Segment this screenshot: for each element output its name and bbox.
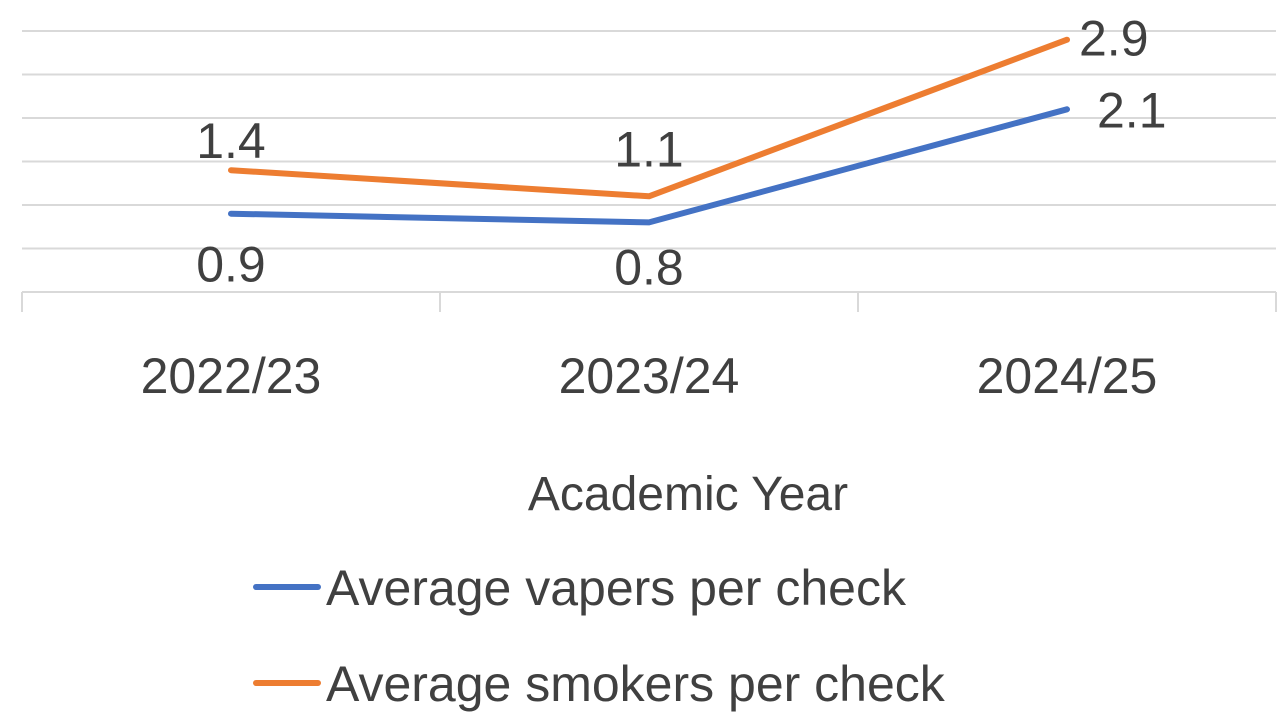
data-label: 0.9 (196, 237, 266, 293)
legend: Average vapers per check Average smokers … (253, 560, 946, 712)
legend-label: Average smokers per check (326, 656, 946, 712)
data-label: 1.4 (196, 113, 266, 169)
x-axis-title: Academic Year (528, 468, 848, 521)
data-label: 2.1 (1097, 82, 1167, 138)
x-ticks: 2022/23 2023/24 2024/25 (21, 292, 1277, 404)
gridlines (22, 30, 1276, 250)
series-line-vapers (228, 106, 1070, 226)
data-label: 1.1 (614, 121, 684, 177)
data-label: 0.8 (614, 239, 684, 295)
data-label: 2.9 (1079, 11, 1149, 67)
x-tick-label: 2024/25 (977, 348, 1158, 404)
series-lines (228, 36, 1070, 226)
data-labels: 0.9 0.8 2.1 1.4 1.1 2.9 (196, 11, 1166, 296)
x-tick-label: 2023/24 (559, 348, 740, 404)
legend-label: Average vapers per check (326, 560, 907, 616)
series-line-smokers (228, 36, 1070, 200)
x-tick-label: 2022/23 (141, 348, 322, 404)
